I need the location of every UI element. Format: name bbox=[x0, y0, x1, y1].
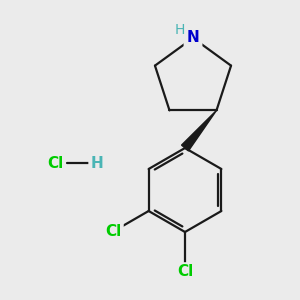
Text: Cl: Cl bbox=[105, 224, 122, 239]
Text: H: H bbox=[175, 23, 185, 37]
Text: H: H bbox=[91, 155, 103, 170]
Polygon shape bbox=[182, 110, 217, 151]
Text: Cl: Cl bbox=[177, 265, 193, 280]
Text: N: N bbox=[187, 31, 200, 46]
Text: Cl: Cl bbox=[47, 155, 63, 170]
